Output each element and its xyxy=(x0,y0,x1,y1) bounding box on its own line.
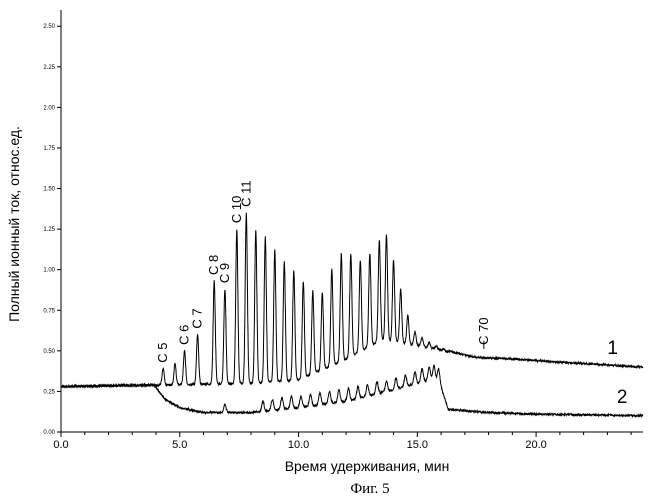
y-axis: 0.00 0.25 0.50 0.75 1.00 1.25 1.50 1.75 2.00 2.25… xyxy=(43,10,62,436)
peak-label: C 6 xyxy=(177,325,192,345)
y-axis-label: Полный ионный ток, относ.ед. xyxy=(6,126,22,322)
y-tick-label: 1.50 xyxy=(43,187,55,193)
peak-label: C 11 xyxy=(238,180,253,207)
y-ticks: 0.00 0.25 0.50 0.75 1.00 1.25 1.50 1.75 2.00 2.25… xyxy=(43,24,61,436)
x-tick-label: 20.0 xyxy=(525,439,546,451)
series-labels: 12 xyxy=(607,338,627,408)
series-label: 1 xyxy=(607,338,618,359)
y-tick-label: 0.50 xyxy=(43,349,55,355)
peak-label: C 10 xyxy=(229,196,244,223)
peak-annotations: C 5 C 6C 7 C 8C 9 C 10C 11 C 70 xyxy=(155,180,491,362)
series-group xyxy=(60,212,644,419)
y-tick-label: 2.50 xyxy=(43,24,55,30)
series-1-trace xyxy=(60,212,644,390)
y-tick-label: 0.00 xyxy=(43,430,55,436)
y-tick-label: 2.00 xyxy=(43,105,55,111)
peak-label: C 5 xyxy=(155,342,170,362)
x-tick-label: 5.0 xyxy=(172,439,187,451)
series-2-trace xyxy=(60,364,644,419)
x-tick-label: 0.0 xyxy=(53,439,68,451)
y-tick-label: 1.00 xyxy=(43,268,55,274)
peak-label: C 70 xyxy=(476,317,491,344)
peak-label: C 7 xyxy=(190,308,205,328)
peak-label: C 9 xyxy=(217,263,232,283)
x-axis: 0.0 5.0 10.0 15.0 20.0 xyxy=(53,431,643,451)
y-tick-label: 1.75 xyxy=(43,146,55,152)
y-tick-label: 2.25 xyxy=(43,65,55,71)
y-tick-label: 1.25 xyxy=(43,227,55,233)
series-label: 2 xyxy=(617,387,628,408)
y-tick-label: 0.25 xyxy=(43,389,55,395)
x-axis-label: Время удерживания, мин xyxy=(285,458,450,474)
x-tick-label: 10.0 xyxy=(288,439,309,451)
peak-label: C 8 xyxy=(206,255,221,275)
x-tick-label: 15.0 xyxy=(407,439,428,451)
x-ticks: 0.0 5.0 10.0 15.0 20.0 xyxy=(53,432,632,451)
y-tick-label: 0.75 xyxy=(43,308,55,314)
figure-caption: Фиг. 5 xyxy=(350,481,389,497)
